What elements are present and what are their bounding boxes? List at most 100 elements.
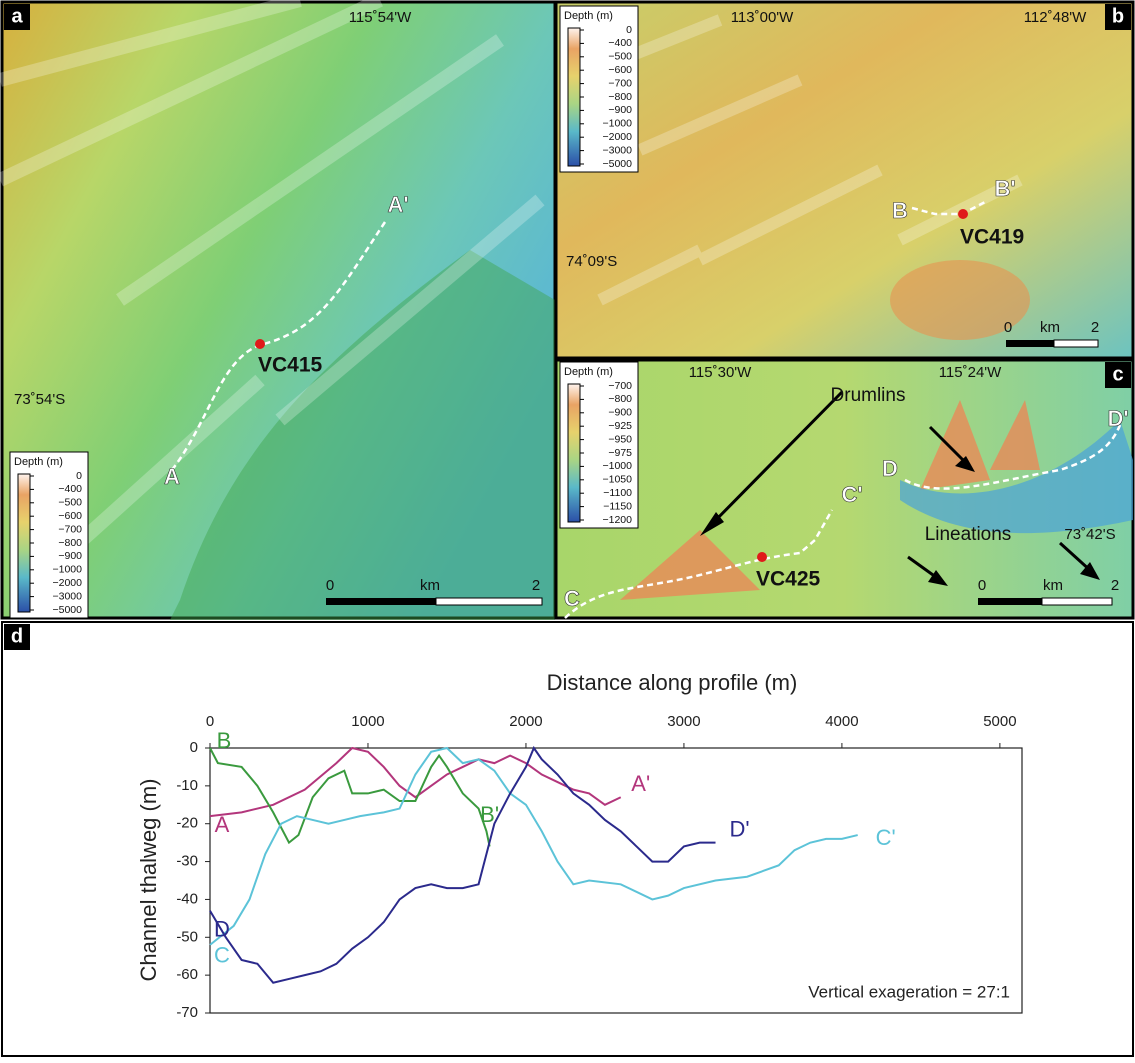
scale-label: 2 xyxy=(1091,319,1099,336)
legend-label: −500 xyxy=(58,497,82,509)
series-label: C' xyxy=(876,825,896,850)
legend-title: Depth (m) xyxy=(564,366,613,378)
colorbar xyxy=(568,384,580,522)
longitude: 113˚00'W xyxy=(731,9,794,26)
legend-label: −900 xyxy=(608,407,632,419)
longitude: 115˚30'W xyxy=(689,364,752,381)
figure: a b c d 115˚54'W 73˚54'S A A' VC415 0 km… xyxy=(0,0,1135,1058)
legend-label: −1000 xyxy=(53,564,83,576)
y-tick-label: -20 xyxy=(176,815,198,832)
legend-label: −3000 xyxy=(603,144,633,156)
core-label: VC419 xyxy=(960,226,1024,249)
panel-letter: d xyxy=(11,625,23,647)
latitude: 73˚54'S xyxy=(14,391,65,408)
x-tick-label: 5000 xyxy=(983,713,1016,730)
longitude: 115˚54'W xyxy=(349,9,412,26)
legend-label: −1200 xyxy=(603,514,633,526)
series-label: B' xyxy=(480,802,499,827)
annotation: Lineations xyxy=(925,524,1012,545)
longitude: 115˚24'W xyxy=(939,364,1002,381)
scale-label: 2 xyxy=(532,577,540,594)
legend-label: −900 xyxy=(58,550,82,562)
x-tick-label: 4000 xyxy=(825,713,858,730)
profile-label: A' xyxy=(387,192,408,217)
legend-label: −800 xyxy=(608,91,632,103)
x-tick-label: 0 xyxy=(206,713,214,730)
legend-label: −700 xyxy=(608,380,632,392)
x-tick-label: 1000 xyxy=(351,713,384,730)
legend-label: −1000 xyxy=(603,118,633,130)
panel-letter: c xyxy=(1112,363,1123,385)
legend-label: −3000 xyxy=(53,590,83,602)
series-label: D' xyxy=(729,816,749,841)
legend-title: Depth (m) xyxy=(14,456,63,468)
legend-label: −1100 xyxy=(603,487,632,499)
x-tick-label: 2000 xyxy=(509,713,542,730)
series-label: A' xyxy=(631,771,650,796)
profile-label: B' xyxy=(994,176,1015,201)
legend-label: −800 xyxy=(58,537,82,549)
colorbar xyxy=(568,28,580,166)
legend-label: −700 xyxy=(608,77,632,89)
legend-label: −600 xyxy=(608,64,632,76)
legend-label: 0 xyxy=(76,470,82,482)
longitude: 112˚48'W xyxy=(1024,9,1087,26)
scale-label: 0 xyxy=(326,577,334,594)
map-b xyxy=(556,2,1133,358)
legend-label: −400 xyxy=(608,37,632,49)
series-label: B xyxy=(217,728,232,753)
series-label: C xyxy=(214,943,230,968)
legend-label: −1050 xyxy=(603,474,633,486)
x-axis-title: Distance along profile (m) xyxy=(547,670,798,695)
legend-label: −800 xyxy=(608,393,632,405)
scale-label: km xyxy=(1043,577,1063,594)
y-tick-label: -70 xyxy=(176,1004,198,1021)
x-tick-label: 3000 xyxy=(667,713,700,730)
profile-label: B xyxy=(892,198,908,223)
annotation: Drumlins xyxy=(831,385,906,406)
panel-letter: a xyxy=(11,5,23,27)
scale-label: km xyxy=(420,577,440,594)
legend-label: −700 xyxy=(58,523,82,535)
scale-label: 2 xyxy=(1111,577,1119,594)
profile-label: C' xyxy=(841,482,862,507)
series-label: D xyxy=(214,917,230,942)
series-label: A xyxy=(215,812,230,837)
scale-label: 0 xyxy=(978,577,986,594)
legend-label: −2000 xyxy=(53,577,83,589)
latitude: 73˚42'S xyxy=(1064,526,1115,543)
legend-label: −5000 xyxy=(53,604,83,616)
y-axis-title: Channel thalweg (m) xyxy=(136,779,161,982)
legend-label: −5000 xyxy=(603,158,633,170)
latitude: 74˚09'S xyxy=(566,253,617,270)
y-tick-label: 0 xyxy=(190,739,198,756)
legend-label: −2000 xyxy=(603,131,633,143)
profile-label: C xyxy=(564,586,580,611)
legend-label: −925 xyxy=(608,420,632,432)
annotation: Vertical exageration = 27:1 xyxy=(808,982,1010,1001)
legend-label: −950 xyxy=(608,433,632,445)
y-tick-label: -60 xyxy=(176,966,198,983)
legend-label: 0 xyxy=(626,24,632,36)
legend-label: −400 xyxy=(58,483,82,495)
legend-label: −900 xyxy=(608,104,632,116)
profile-label: D xyxy=(882,456,898,481)
panel-letter: b xyxy=(1112,5,1124,27)
profile-label: D' xyxy=(1107,406,1128,431)
legend-title: Depth (m) xyxy=(564,10,613,22)
y-tick-label: -10 xyxy=(176,777,198,794)
colorbar xyxy=(18,474,30,612)
profile-label: A xyxy=(164,464,180,489)
scale-label: km xyxy=(1040,319,1060,336)
legend-label: −1000 xyxy=(603,460,633,472)
y-tick-label: -30 xyxy=(176,853,198,870)
legend-label: −1150 xyxy=(603,500,632,512)
legend-label: −500 xyxy=(608,51,632,63)
core-label: VC425 xyxy=(756,568,821,591)
y-tick-label: -40 xyxy=(176,890,198,907)
core-label: VC415 xyxy=(258,354,323,377)
y-tick-label: -50 xyxy=(176,928,198,945)
legend-label: −600 xyxy=(58,510,82,522)
legend-label: −975 xyxy=(608,447,632,459)
scale-label: 0 xyxy=(1004,319,1012,336)
